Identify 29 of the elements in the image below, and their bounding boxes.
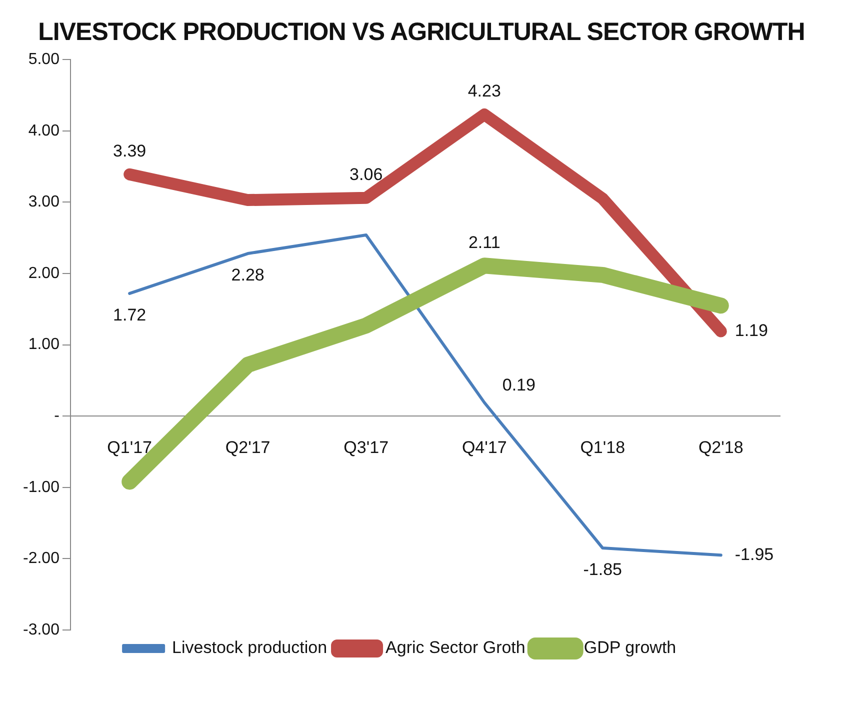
data-label: -1.85 xyxy=(583,560,622,580)
legend-label: Agric Sector Groth xyxy=(386,638,526,658)
y-tick-label: -2.00 xyxy=(23,550,60,568)
y-tick-label: -3.00 xyxy=(23,621,60,638)
data-label: 2.11 xyxy=(468,232,500,252)
y-tick-label: 5.00 xyxy=(28,51,60,68)
data-label: 1.72 xyxy=(113,306,146,325)
x-tick-label: Q4'17 xyxy=(462,438,507,457)
x-tick-label: Q3'17 xyxy=(344,438,389,457)
legend-label: Livestock production xyxy=(172,638,328,658)
y-tick-label: - xyxy=(54,408,60,425)
y-tick-label: 2.00 xyxy=(28,264,60,282)
x-tick-label: Q1'18 xyxy=(580,438,626,457)
x-tick-label: Q1'17 xyxy=(107,438,152,457)
y-tick-label: -1.00 xyxy=(23,478,60,496)
legend-label: GDP growth xyxy=(584,638,676,658)
y-tick-label: 1.00 xyxy=(28,336,60,354)
data-label: 3.06 xyxy=(350,165,383,184)
data-label: 4.23 xyxy=(468,82,501,101)
x-tick-label: Q2'17 xyxy=(225,438,270,457)
data-label: 2.28 xyxy=(231,266,264,285)
y-tick-label: 4.00 xyxy=(28,122,60,140)
data-label: 0.19 xyxy=(502,376,536,395)
x-tick-label: Q2'18 xyxy=(698,438,744,457)
y-tick-label: 3.00 xyxy=(28,194,60,211)
data-label: -1.95 xyxy=(734,544,774,564)
chart-title: LIVESTOCK PRODUCTION VS AGRICULTURAL SECTOR GROWTH xyxy=(37,18,806,47)
data-label: 1.19 xyxy=(734,320,768,340)
data-label: 3.39 xyxy=(113,142,146,161)
